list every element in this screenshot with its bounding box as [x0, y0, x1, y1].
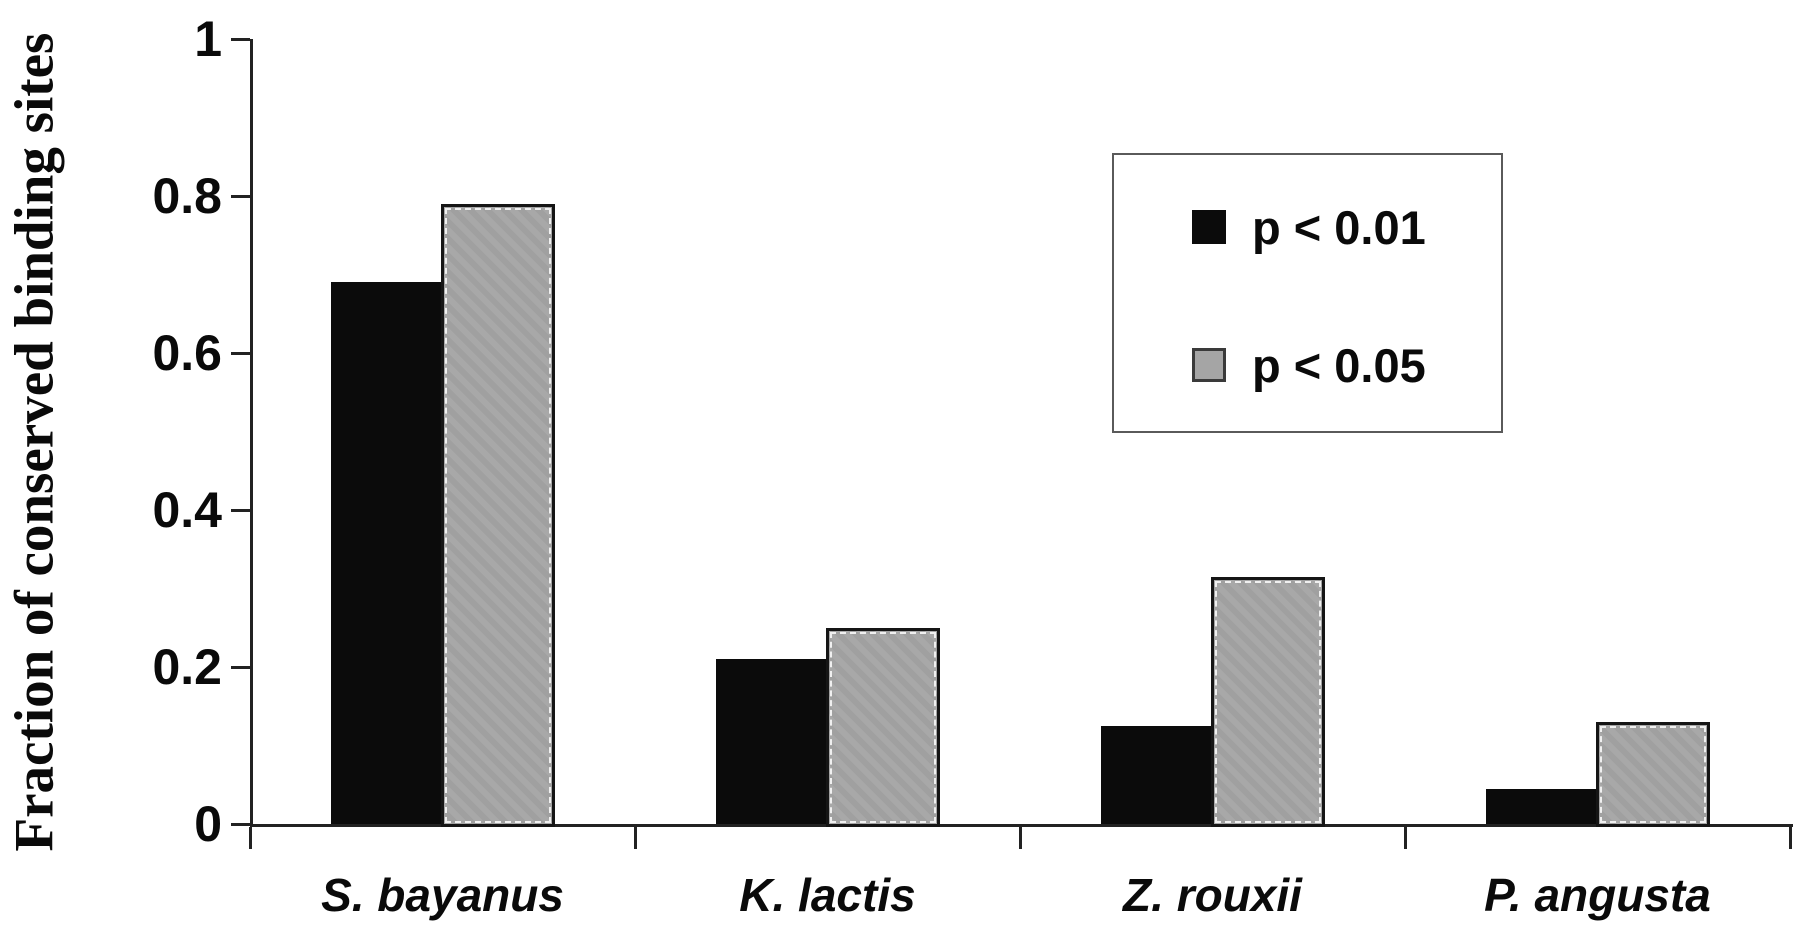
x-axis-tick	[1789, 827, 1792, 849]
bar-p-0-01-3	[1485, 788, 1598, 824]
y-axis-tick-label: 0.6	[152, 325, 222, 381]
bar-p-0-05-1	[825, 627, 940, 827]
y-axis-tick-label: 0.4	[152, 482, 222, 538]
y-axis-title: Fraction of conserved binding sites	[3, 32, 65, 852]
bar-p-0-01-0	[330, 282, 443, 824]
x-axis-tick	[1019, 827, 1022, 849]
legend-item-p-0-01: p < 0.01	[1192, 200, 1426, 254]
bar-p-0-05-0	[440, 203, 555, 827]
legend-box: p < 0.01 p < 0.05	[1112, 153, 1503, 433]
y-axis-tick	[231, 823, 250, 826]
x-axis-tick	[1404, 827, 1407, 849]
y-axis-tick	[231, 38, 250, 41]
y-axis-tick	[231, 509, 250, 512]
y-axis-tick	[231, 352, 250, 355]
x-category-label-1: K. lactis	[739, 869, 916, 921]
x-category-label-3: P. angusta	[1484, 869, 1711, 921]
y-axis-tick	[231, 666, 250, 669]
y-axis-tick-label: 0	[194, 796, 222, 852]
bar-p-0-05-3	[1595, 721, 1710, 827]
x-axis-tick	[249, 827, 252, 849]
bar-p-0-05-2	[1210, 576, 1325, 827]
bar-p-0-01-2	[1100, 725, 1213, 824]
legend-label-p-0-05: p < 0.05	[1252, 338, 1426, 392]
x-category-label-2: Z. rouxii	[1123, 869, 1302, 921]
plot-area	[250, 39, 1793, 827]
x-axis-tick	[634, 827, 637, 849]
x-category-label-0: S. bayanus	[321, 869, 564, 921]
legend-label-p-0-01: p < 0.01	[1252, 200, 1426, 254]
y-axis-tick-label: 0.8	[152, 168, 222, 224]
legend-swatch-black	[1192, 210, 1226, 244]
bar-p-0-01-1	[715, 659, 828, 824]
legend-swatch-gray	[1192, 348, 1226, 382]
legend-item-p-0-05: p < 0.05	[1192, 338, 1426, 392]
y-axis-tick	[231, 195, 250, 198]
y-axis-tick-label: 0.2	[152, 639, 222, 695]
y-axis-tick-label: 1	[194, 11, 222, 67]
